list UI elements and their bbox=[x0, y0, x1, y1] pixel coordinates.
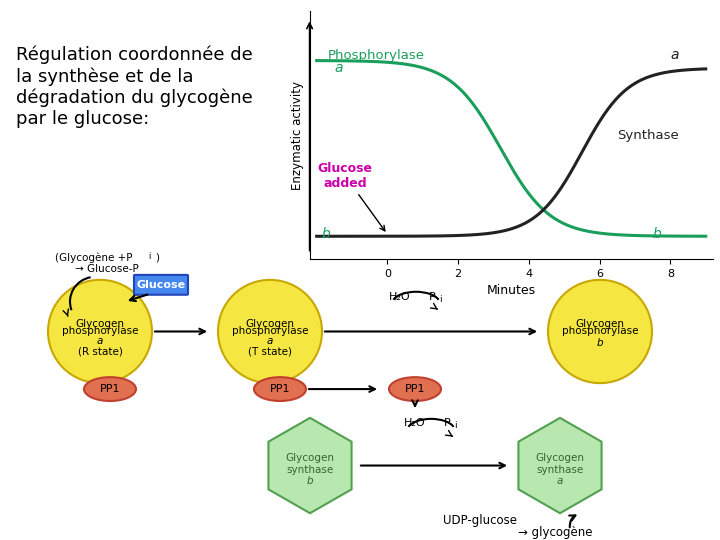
Text: Glucose: Glucose bbox=[136, 280, 186, 290]
Text: a: a bbox=[557, 476, 563, 487]
Text: Régulation coordonnée de
la synthèse et de la
dégradation du glycogène
par le gl: Régulation coordonnée de la synthèse et … bbox=[16, 45, 253, 128]
Text: phosphorylase: phosphorylase bbox=[232, 327, 308, 336]
Y-axis label: Enzymatic activity: Enzymatic activity bbox=[291, 80, 304, 190]
Text: i: i bbox=[148, 252, 150, 261]
Text: Synthase: Synthase bbox=[617, 129, 679, 142]
Text: b: b bbox=[652, 227, 662, 241]
Text: Glucose
added: Glucose added bbox=[318, 161, 385, 231]
Text: Glycogen: Glycogen bbox=[536, 453, 585, 463]
Polygon shape bbox=[269, 418, 351, 513]
Text: (Glycogène +P: (Glycogène +P bbox=[55, 252, 132, 262]
Ellipse shape bbox=[254, 377, 306, 401]
Circle shape bbox=[218, 280, 322, 383]
Text: P: P bbox=[428, 292, 436, 302]
Text: a: a bbox=[670, 48, 679, 62]
FancyBboxPatch shape bbox=[134, 275, 188, 295]
Ellipse shape bbox=[389, 377, 441, 401]
Circle shape bbox=[548, 280, 652, 383]
Text: H₂O: H₂O bbox=[404, 418, 426, 428]
Text: synthase: synthase bbox=[536, 464, 584, 475]
Text: phosphorylase: phosphorylase bbox=[62, 327, 138, 336]
Polygon shape bbox=[518, 418, 602, 513]
Text: Glycogen: Glycogen bbox=[575, 319, 624, 328]
Text: UDP-glucose: UDP-glucose bbox=[443, 514, 517, 526]
Text: Phosphorylase: Phosphorylase bbox=[328, 49, 424, 62]
Circle shape bbox=[48, 280, 152, 383]
Text: a: a bbox=[267, 336, 273, 347]
Text: (T state): (T state) bbox=[248, 346, 292, 356]
Text: Glycogen: Glycogen bbox=[246, 319, 294, 328]
Text: PP1: PP1 bbox=[270, 384, 290, 394]
Text: i: i bbox=[438, 295, 441, 304]
Text: i: i bbox=[454, 421, 456, 430]
Text: (R state): (R state) bbox=[78, 346, 122, 356]
Text: Glycogen: Glycogen bbox=[286, 453, 335, 463]
Text: PP1: PP1 bbox=[405, 384, 426, 394]
Text: a: a bbox=[334, 61, 343, 75]
Text: P: P bbox=[444, 418, 451, 428]
Text: a: a bbox=[96, 336, 103, 347]
Text: b: b bbox=[322, 227, 330, 241]
Text: Glycogen: Glycogen bbox=[76, 319, 125, 328]
Text: b: b bbox=[307, 476, 313, 487]
Text: synthase: synthase bbox=[287, 464, 333, 475]
Text: → glycogène: → glycogène bbox=[518, 525, 593, 538]
Text: phosphorylase: phosphorylase bbox=[562, 327, 638, 336]
Text: → Glucose-P: → Glucose-P bbox=[75, 264, 139, 274]
Text: PP1: PP1 bbox=[100, 384, 120, 394]
Text: ): ) bbox=[155, 252, 159, 262]
Text: b: b bbox=[597, 339, 603, 348]
Text: H₂O: H₂O bbox=[390, 292, 411, 302]
X-axis label: Minutes: Minutes bbox=[487, 285, 536, 298]
Ellipse shape bbox=[84, 377, 136, 401]
